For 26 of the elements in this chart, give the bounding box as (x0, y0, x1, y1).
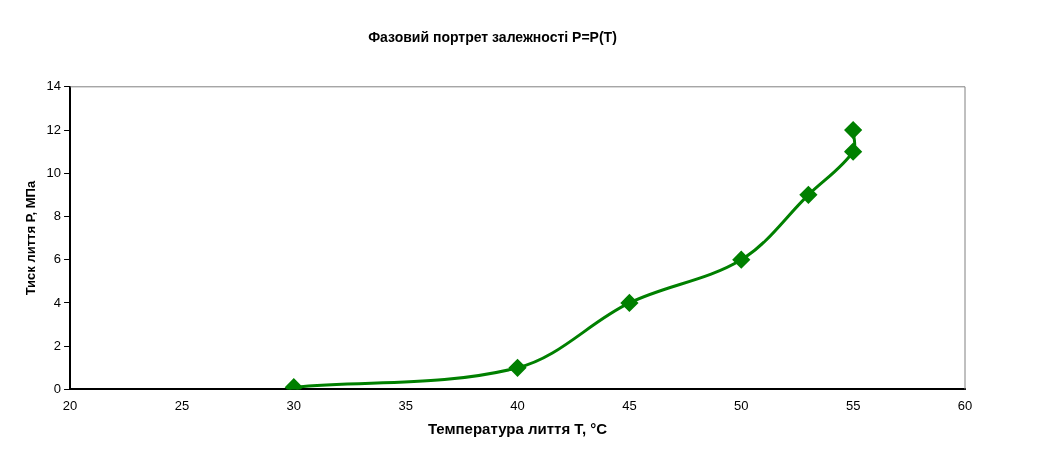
x-tick-label: 30 (286, 397, 302, 413)
y-tick-label: 4 (53, 294, 62, 310)
y-tick-label: 2 (53, 337, 62, 353)
x-tick-label: 50 (734, 397, 749, 413)
point (844, 143, 862, 161)
x-tick-label: 60 (957, 397, 973, 413)
point (799, 186, 817, 204)
x-tick-label: 20 (62, 397, 78, 413)
x-tick-label: 55 (845, 397, 861, 413)
y-tick-label: 10 (46, 164, 62, 180)
x-tick-label: 40 (510, 397, 525, 413)
y-tick-label: 6 (53, 251, 62, 267)
chart-title: Фазовий портрет залежності P=P(T) (368, 29, 617, 46)
x-tick-label: 35 (398, 397, 413, 413)
point (620, 294, 638, 312)
y-tick-label: 12 (46, 121, 62, 137)
x-tick-label: 25 (174, 397, 190, 413)
x-axis-title: Температура лиття Т, °C (427, 420, 608, 438)
y-tick-label: 14 (46, 78, 62, 94)
point (509, 359, 527, 377)
point (732, 251, 750, 269)
y-tick-label: 0 (53, 380, 62, 396)
y-axis-title: Тиск лиття Р, МПа (23, 180, 39, 296)
point (844, 121, 862, 139)
x-tick-label: 45 (622, 397, 637, 413)
y-tick-label: 8 (53, 208, 62, 224)
